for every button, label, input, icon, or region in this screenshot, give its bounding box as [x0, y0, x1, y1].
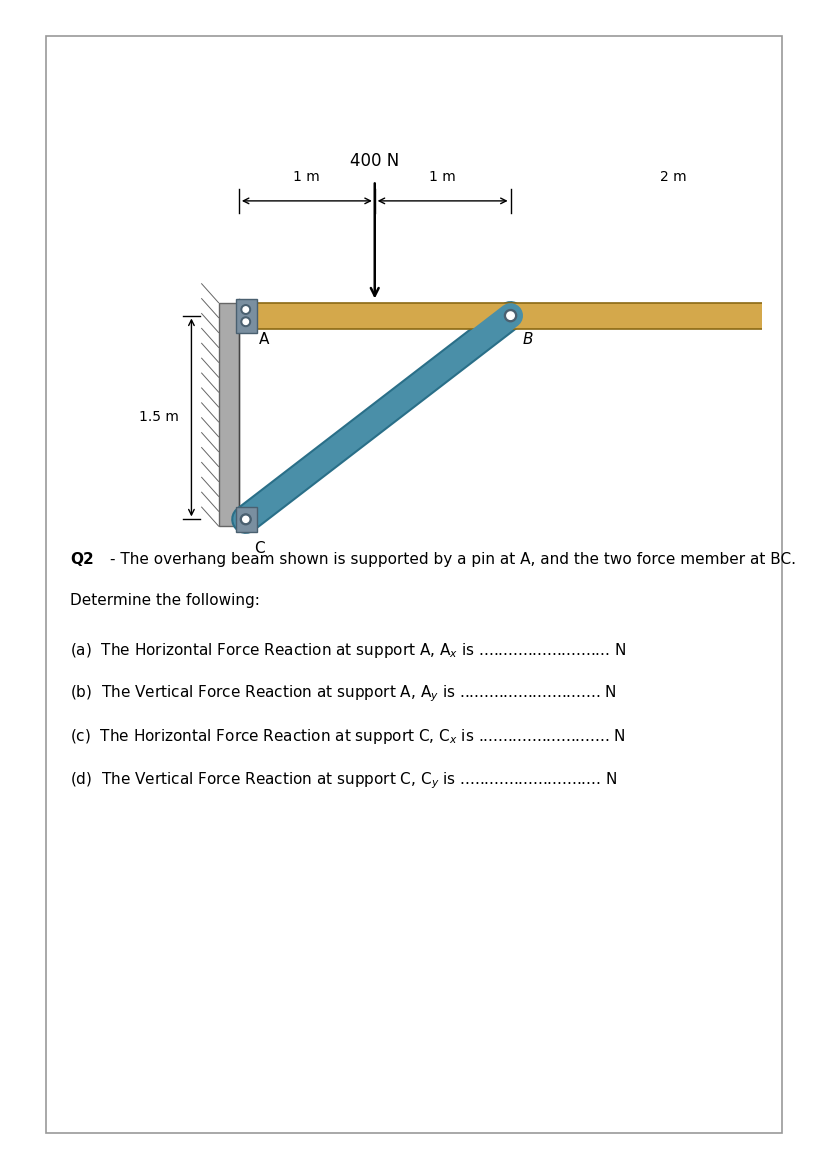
Circle shape	[242, 517, 248, 523]
Text: B: B	[522, 332, 533, 347]
Bar	[239, 303, 827, 328]
Text: 400 N: 400 N	[350, 152, 399, 171]
Text: 2 m: 2 m	[659, 170, 686, 184]
Text: A: A	[259, 332, 270, 347]
Text: Q2: Q2	[70, 552, 94, 567]
Bar	[236, 298, 257, 333]
Circle shape	[506, 312, 514, 319]
Circle shape	[241, 317, 251, 326]
Text: (c)  The Horizontal Force Reaction at support C, C$_x$ is ......................: (c) The Horizontal Force Reaction at sup…	[70, 727, 625, 746]
Text: 1 m: 1 m	[428, 170, 456, 184]
Bar	[236, 507, 257, 532]
Text: (d)  The Vertical Force Reaction at support C, C$_y$ is ........................: (d) The Vertical Force Reaction at suppo…	[70, 770, 617, 791]
Text: 1 m: 1 m	[293, 170, 320, 184]
Text: (b)  The Vertical Force Reaction at support A, A$_y$ is ........................: (b) The Vertical Force Reaction at suppo…	[70, 684, 616, 705]
Text: (a)  The Horizontal Force Reaction at support A, A$_x$ is ......................: (a) The Horizontal Force Reaction at sup…	[70, 641, 626, 659]
Circle shape	[241, 305, 251, 314]
Circle shape	[240, 514, 251, 525]
Bar	[218, 303, 239, 526]
Text: - The overhang beam shown is supported by a pin at A, and the two force member a: - The overhang beam shown is supported b…	[110, 552, 796, 567]
Circle shape	[504, 310, 516, 321]
Circle shape	[243, 319, 248, 325]
Text: 1.5 m: 1.5 m	[139, 410, 179, 424]
Circle shape	[243, 306, 248, 312]
Text: C: C	[254, 541, 264, 556]
Text: Determine the following:: Determine the following:	[70, 593, 260, 608]
